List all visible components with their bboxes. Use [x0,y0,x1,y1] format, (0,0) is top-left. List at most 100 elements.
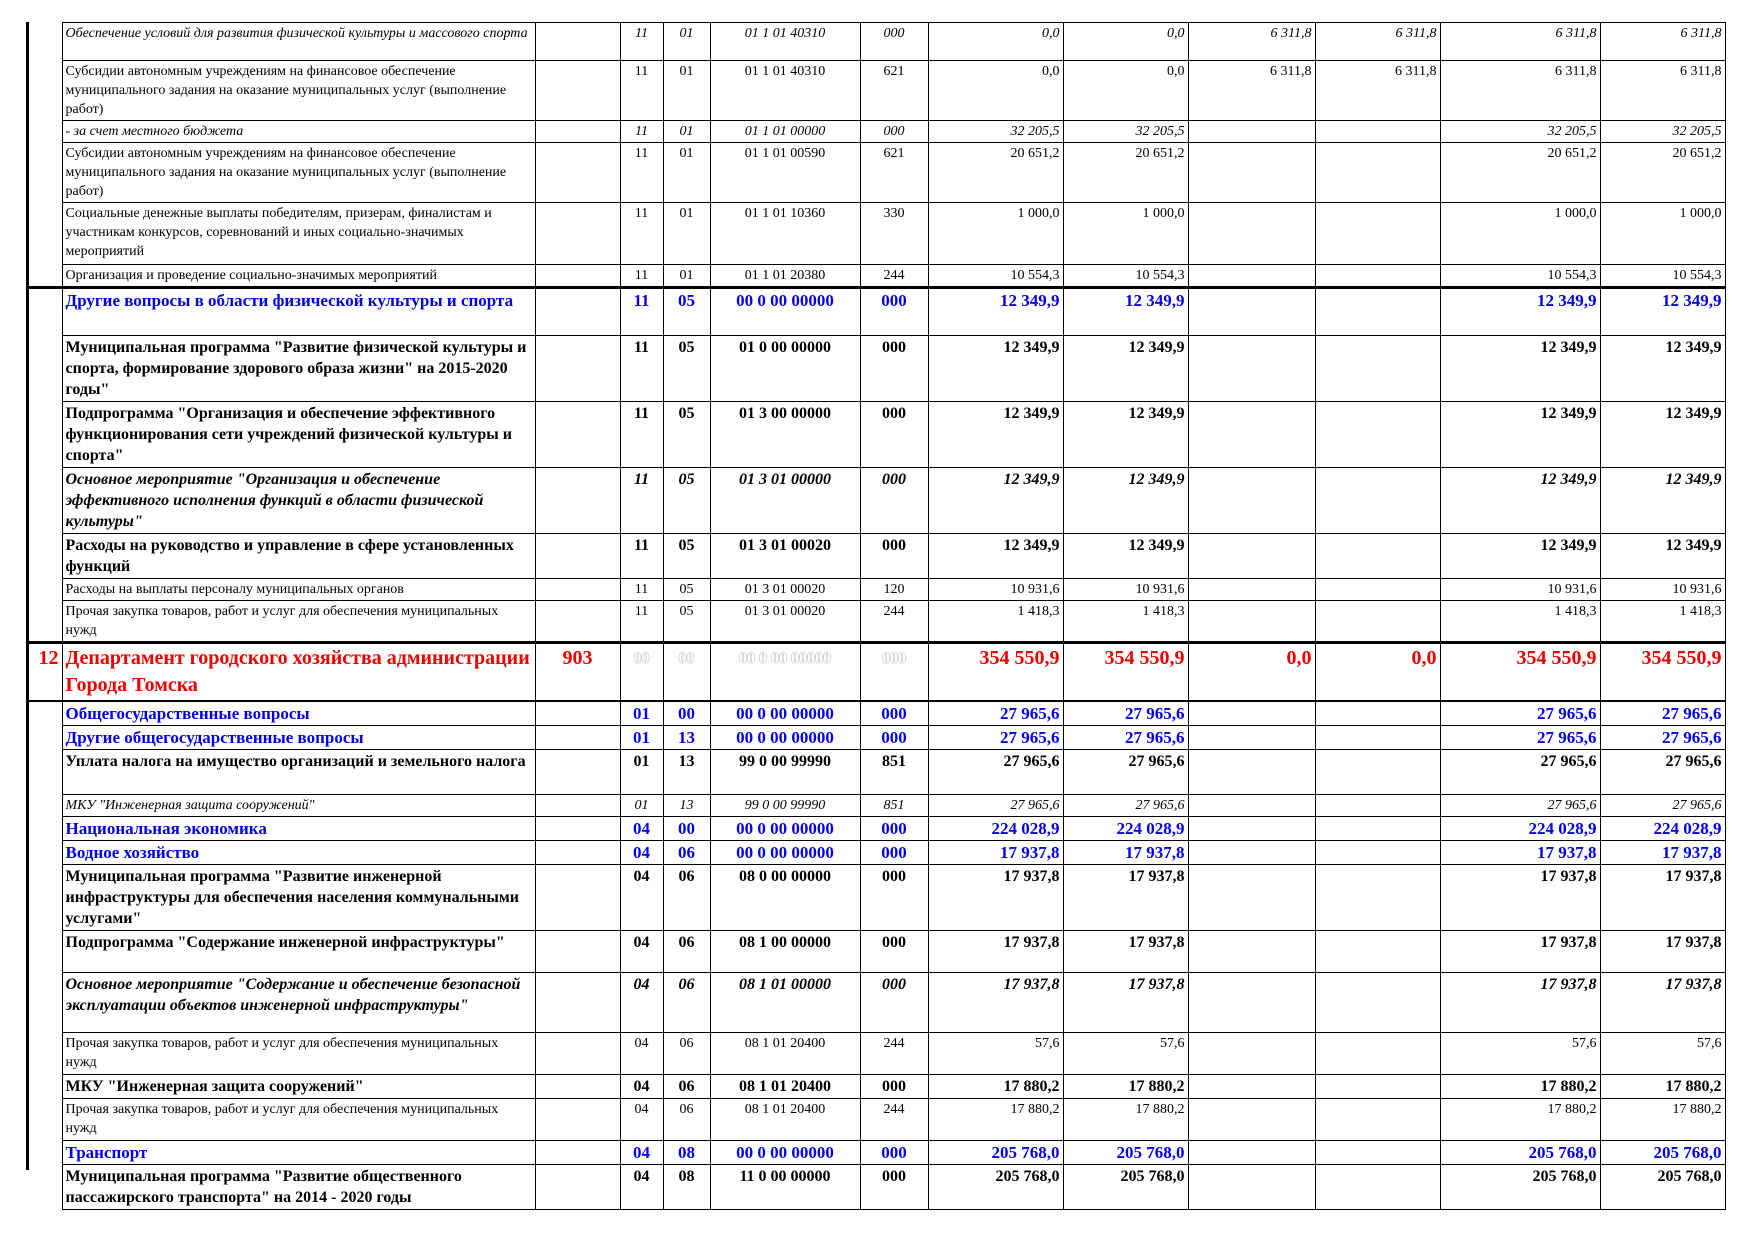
amount-cell: 224 028,9 [1062,816,1189,841]
target-article-code: 01 1 01 20380 [709,264,861,289]
amount-cell: 12 349,9 [1599,335,1726,402]
amount-cell: 27 965,6 [1599,725,1726,750]
row-name: Транспорт [61,1140,536,1165]
amount-cell: 17 937,8 [1439,930,1601,973]
amount-cell: 27 965,6 [1062,700,1189,726]
amount-cell [1187,1098,1316,1141]
amount-cell: 17 937,8 [1062,930,1189,973]
amount-cell: 17 880,2 [1599,1098,1726,1141]
amount-cell: 27 965,6 [1439,700,1601,726]
amount-cell [1314,142,1441,203]
amount-cell: 10 931,6 [927,578,1064,601]
target-article-code: 01 1 01 10360 [709,202,861,265]
row-number: 12 [28,641,62,702]
amount-cell: 1 418,3 [1439,600,1601,643]
row-name: Общегосударственные вопросы [61,700,536,726]
grbs-code [534,1098,621,1141]
amount-cell: 12 349,9 [1439,335,1601,402]
amount-cell: 12 349,9 [927,287,1064,336]
amount-cell: 17 937,8 [927,972,1064,1033]
amount-cell: 12 349,9 [1062,287,1189,336]
amount-cell: 20 651,2 [1062,142,1189,203]
amount-cell: 20 651,2 [1599,142,1726,203]
section-code: 11 [619,401,664,468]
expense-type-code: 000 [859,972,929,1033]
amount-cell: 6 311,8 [1599,22,1726,61]
amount-cell [1314,749,1441,795]
row-name: Субсидии автономным учреждениям на финан… [61,60,536,121]
grbs-code [534,972,621,1033]
amount-cell: 0,0 [1314,641,1441,702]
target-article-code: 00 0 00 00000 [709,287,861,336]
expense-type-code: 000 [859,1164,929,1210]
row-number [28,121,62,143]
subsection-code: 06 [662,930,711,973]
amount-cell [1314,264,1441,289]
amount-cell: 12 349,9 [927,533,1064,579]
target-article-code: 08 1 01 20400 [709,1074,861,1099]
row-number [28,1165,62,1210]
table-row: Прочая закупка товаров, работ и услуг дл… [28,1098,1726,1141]
table-row: Общегосударственные вопросы 01 00 00 0 00 0… [28,700,1726,726]
amount-cell: 20 651,2 [1439,142,1601,203]
amount-cell [1187,335,1316,402]
expense-type-code: 244 [859,1032,929,1075]
amount-cell [1314,287,1441,336]
table-row: Муниципальная программа "Развитие физиче… [28,335,1726,402]
target-article-code: 01 1 01 40310 [709,60,861,121]
amount-cell: 17 880,2 [927,1074,1064,1099]
row-name: Департамент городского хозяйства админис… [61,641,536,702]
expense-type-code: 000 [859,840,929,865]
amount-cell: 10 554,3 [1599,264,1726,289]
target-article-code: 01 1 01 40310 [709,22,861,61]
table-row: Субсидии автономным учреждениям на финан… [28,142,1726,203]
target-article-code: 99 0 00 99990 [709,749,861,795]
row-number [28,203,62,265]
amount-cell: 12 349,9 [1439,401,1601,468]
amount-cell [1187,794,1316,817]
amount-cell [1314,816,1441,841]
grbs-code [534,335,621,402]
subsection-code: 01 [662,142,711,203]
amount-cell: 17 937,8 [1439,840,1601,865]
row-name: МКУ "Инженерная защита сооружений" [61,1074,536,1099]
target-article-code: 11 0 00 00000 [709,1164,861,1210]
expense-type-code: 621 [859,142,929,203]
amount-cell: 224 028,9 [1599,816,1726,841]
grbs-code [534,467,621,534]
section-code: 04 [619,840,664,865]
row-number [28,931,62,973]
amount-cell: 27 965,6 [1439,794,1601,817]
expense-type-code: 000 [859,120,929,143]
subsection-code: 05 [662,467,711,534]
amount-cell [1187,287,1316,336]
amount-cell: 10 931,6 [1599,578,1726,601]
target-article-code: 01 1 01 00000 [709,120,861,143]
amount-cell [1314,864,1441,931]
amount-cell: 17 880,2 [1062,1098,1189,1141]
row-number [28,143,62,203]
amount-cell: 17 880,2 [1599,1074,1726,1099]
amount-cell: 27 965,6 [1062,725,1189,750]
section-code: 11 [619,264,664,289]
amount-cell: 205 768,0 [1062,1140,1189,1165]
expense-type-code: 000 [859,22,929,61]
amount-cell: 17 880,2 [1439,1098,1601,1141]
amount-cell [1314,600,1441,643]
row-name: Расходы на руководство и управление в сф… [61,533,536,579]
grbs-code [534,264,621,289]
table-row: Подпрограмма "Содержание инженерной инфр… [28,930,1726,973]
amount-cell: 17 937,8 [1599,972,1726,1033]
row-number [28,23,62,61]
table-row: МКУ "Инженерная защита сооружений" 04 06 08… [28,1074,1726,1099]
expense-type-code: 000 [859,725,929,750]
grbs-code [534,794,621,817]
subsection-code: 01 [662,60,711,121]
amount-cell: 17 937,8 [1439,972,1601,1033]
section-code: 11 [619,467,664,534]
expense-type-code: 244 [859,600,929,643]
table-row: Уплата налога на имущество организаций и… [28,749,1726,795]
amount-cell: 354 550,9 [1439,641,1601,702]
subsection-code: 00 [662,700,711,726]
subsection-code: 01 [662,22,711,61]
